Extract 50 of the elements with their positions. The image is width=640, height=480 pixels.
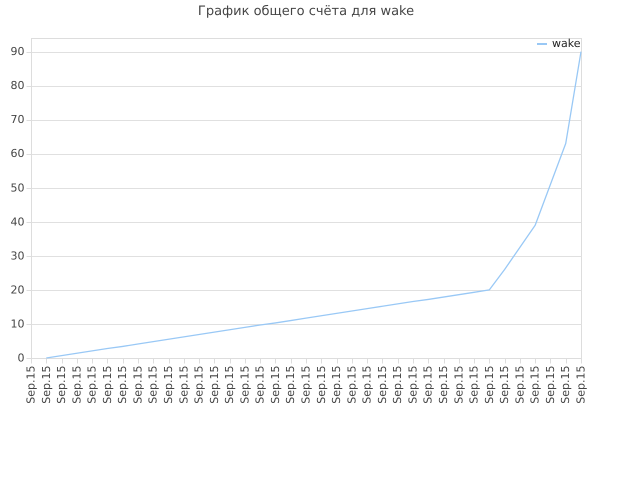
x-tick-label: Sep.15 <box>238 366 252 404</box>
x-tick-label: Sep.15 <box>406 366 420 404</box>
x-tick-label: Sep.15 <box>513 366 526 404</box>
x-tick-label: Sep.15 <box>254 366 267 404</box>
x-tick-label: Sep.15 <box>360 366 374 404</box>
x-tick-label: Sep.15 <box>544 366 557 404</box>
x-tick-label: Sep.15 <box>223 366 236 404</box>
x-tick-label: Sep.15 <box>40 366 53 404</box>
x-tick-label: Sep.15 <box>468 366 481 404</box>
x-tick-label: Sep.15 <box>86 366 99 404</box>
x-tick-label: Sep.15 <box>300 366 312 404</box>
x-tick-label: Sep.15 <box>482 366 496 404</box>
x-tick-label: Sep.15 <box>55 366 68 404</box>
chart-title: График общего счёта для wake <box>198 4 414 19</box>
x-tick-label: Sep.15 <box>574 366 588 404</box>
y-tick-label: 60 <box>10 147 24 160</box>
x-tick-label: Sep.15 <box>24 366 38 404</box>
y-tick-label: 20 <box>10 283 24 296</box>
x-tick-label: Sep.15 <box>284 366 298 404</box>
x-tick-label: Sep.15 <box>100 366 114 404</box>
x-tick-label: Sep.15 <box>268 366 282 404</box>
x-tick-label: Sep.15 <box>437 366 450 404</box>
x-tick-label: Sep.15 <box>498 366 512 404</box>
x-tick-label: Sep.15 <box>422 366 435 404</box>
x-tick-label: Sep.15 <box>528 366 542 404</box>
x-tick-label: Sep.15 <box>330 366 344 404</box>
x-tick-label: Sep.15 <box>314 366 328 404</box>
x-tick-label: Sep.15 <box>131 366 144 404</box>
x-tick-label: Sep.15 <box>70 366 84 404</box>
y-tick-label: 30 <box>10 249 24 262</box>
y-tick-label: 90 <box>10 45 24 58</box>
x-tick-label: Sep.15 <box>146 366 160 404</box>
x-tick-label: Sep.15 <box>192 366 206 404</box>
x-tick-label: Sep.15 <box>208 366 221 404</box>
x-tick-label: Sep.15 <box>345 366 358 404</box>
x-tick-label: Sep.15 <box>391 366 404 404</box>
y-tick-label: 70 <box>10 113 24 126</box>
y-tick-label: 0 <box>18 352 24 364</box>
x-tick-label: Sep.15 <box>452 366 466 404</box>
y-tick-label: 50 <box>10 181 24 194</box>
x-tick-label: Sep.15 <box>559 366 572 404</box>
y-tick-label: 40 <box>10 215 24 228</box>
line-series <box>46 50 582 359</box>
y-tick-label: 10 <box>10 317 24 330</box>
x-tick-label: Sep.15 <box>116 366 130 404</box>
x-tick-label: Sep.15 <box>376 366 389 404</box>
legend-label: wake <box>552 37 581 50</box>
x-tick-label: Sep.15 <box>162 366 175 404</box>
y-tick-label: 80 <box>10 79 24 92</box>
x-tick-label: Sep.15 <box>177 366 190 404</box>
